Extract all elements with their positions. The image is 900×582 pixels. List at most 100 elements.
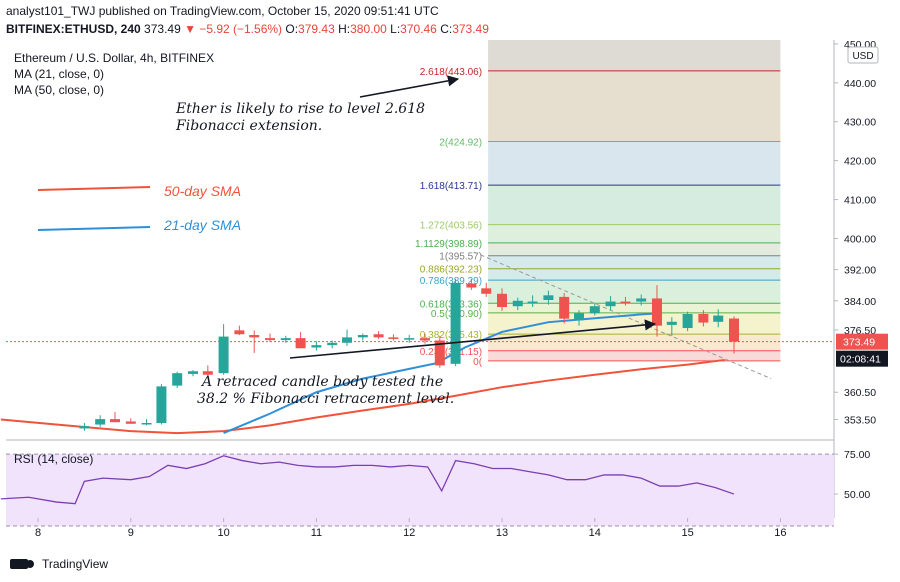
candle-body: [373, 334, 384, 338]
candle-body: [589, 306, 600, 314]
price-change: ▼ −5.92 (−1.56%): [184, 22, 283, 36]
countdown-badge: [836, 350, 888, 367]
candle-body: [543, 295, 554, 300]
fib-zone: [488, 70, 781, 142]
sma21-label: 21-day SMA: [164, 217, 242, 233]
footer-brand[interactable]: TradingView: [10, 557, 108, 571]
retrace-note-line1: A retraced candle body tested the: [202, 374, 444, 390]
price-tick-label: 440.00: [844, 78, 876, 90]
candle-body: [79, 426, 90, 429]
price-tick-label: 360.50: [844, 387, 876, 399]
fib-level-label: 0(: [473, 357, 483, 368]
time-tick-label: 13: [496, 527, 508, 539]
candle-body: [95, 419, 106, 425]
candle-body: [481, 288, 492, 294]
candle-body: [636, 298, 647, 302]
candle-body: [404, 338, 415, 340]
retrace-note-line2: 38.2 % Fibonacci retracement level.: [197, 391, 455, 407]
candle-body: [156, 386, 167, 423]
candle-body: [450, 282, 461, 364]
candle-body: [388, 337, 399, 339]
sma21-legend-swatch: [37, 226, 151, 231]
ohlc-low: 370.46: [400, 22, 437, 36]
price-tick-label: 420.00: [844, 156, 876, 168]
price-tick-label: 353.50: [844, 414, 876, 426]
candle-body: [419, 338, 430, 341]
time-tick-label: 11: [311, 527, 322, 539]
symbol-label[interactable]: BITFINEX:ETHUSD, 240: [6, 22, 141, 36]
candle-body: [559, 296, 570, 319]
publish-info: analyst101_TWJ published on TradingView.…: [6, 4, 439, 18]
time-tick-label: 14: [589, 527, 601, 539]
rsi-tick-label: 50.00: [844, 489, 870, 501]
fib-level-label: 1.1129(398.89): [415, 239, 482, 250]
ma21-legend[interactable]: MA (21, close, 0): [14, 67, 105, 81]
fib-zone: [488, 350, 781, 361]
sma50-label: 50-day SMA: [164, 183, 242, 199]
candle-body: [295, 338, 306, 349]
price-tick-label: 430.00: [844, 117, 876, 129]
fib-zone: [488, 185, 781, 225]
candle-body: [202, 371, 213, 375]
time-tick-label: 15: [681, 527, 693, 539]
fib-level-label: 1(395.57): [439, 252, 482, 263]
candle-body: [172, 373, 183, 386]
price-tick-label: 384.00: [844, 296, 876, 308]
sma50-legend-swatch: [37, 186, 151, 191]
fib-zone: [488, 242, 781, 256]
fib-level-label: 0.886(392.23): [420, 265, 482, 276]
fib-extension-note-line1: Ether is likely to rise to level 2.618: [176, 101, 426, 117]
time-tick-label: 12: [403, 527, 415, 539]
candle-body: [357, 335, 368, 338]
candle-body: [265, 338, 275, 341]
candle-body: [497, 293, 507, 308]
fib-level-label: 1.618(413.71): [420, 181, 482, 192]
candle-body: [698, 314, 709, 323]
ma50-legend[interactable]: MA (50, close, 0): [14, 83, 105, 97]
candle-body: [682, 314, 693, 329]
candle-body: [218, 336, 229, 374]
candle-body: [280, 338, 291, 341]
fib-zone: [488, 334, 781, 351]
candle-body: [125, 421, 136, 424]
candle-body: [434, 340, 445, 366]
tradingview-logo-icon: [10, 559, 34, 569]
fib-zone: [488, 255, 781, 269]
candle-body: [311, 345, 322, 348]
currency-badge-label: USD: [852, 51, 873, 62]
symbol-quote-line: BITFINEX:ETHUSD, 240 373.49 ▼ −5.92 (−1.…: [6, 22, 489, 36]
candle-body: [327, 342, 338, 346]
fib-zone: [488, 141, 781, 186]
price-tick-label: 392.00: [844, 265, 876, 277]
candle-body: [605, 301, 616, 307]
candle-body: [574, 313, 585, 321]
fib-level-label: 0.786(389.29): [420, 276, 482, 287]
price-tick-label: 400.00: [844, 234, 876, 246]
currency-badge[interactable]: [847, 46, 879, 64]
candle-body: [620, 301, 631, 304]
retrace-arrow: [289, 319, 657, 359]
last-price-badge-label: 373.49: [843, 337, 875, 349]
candle-body: [729, 318, 739, 342]
fib-extension-note-line2: Fibonacci extension.: [176, 118, 323, 134]
last-price: 373.49: [144, 22, 181, 36]
chart-title-legend: Ethereum / U.S. Dollar, 4h, BITFINEX: [14, 51, 215, 65]
candle-body: [249, 335, 260, 338]
time-tick-label: 9: [128, 527, 134, 539]
candle-body: [466, 283, 477, 288]
candle-body: [666, 321, 677, 325]
rsi-band: [6, 454, 834, 526]
candle-body: [234, 330, 245, 335]
time-tick-label: 16: [774, 527, 786, 539]
fib-extension-arrow: [359, 75, 460, 98]
candle-body: [713, 315, 724, 322]
rsi-legend[interactable]: RSI (14, close): [14, 452, 94, 466]
rsi-line: [0, 455, 735, 505]
price-tick-label: 410.00: [844, 195, 876, 207]
ohlc-close-label: C:: [440, 22, 453, 36]
fib-level-label: 1.272(403.56): [420, 221, 482, 232]
fib-zone: [488, 303, 781, 313]
candle-body: [141, 422, 152, 425]
ohlc-open: 379.43: [298, 22, 335, 36]
